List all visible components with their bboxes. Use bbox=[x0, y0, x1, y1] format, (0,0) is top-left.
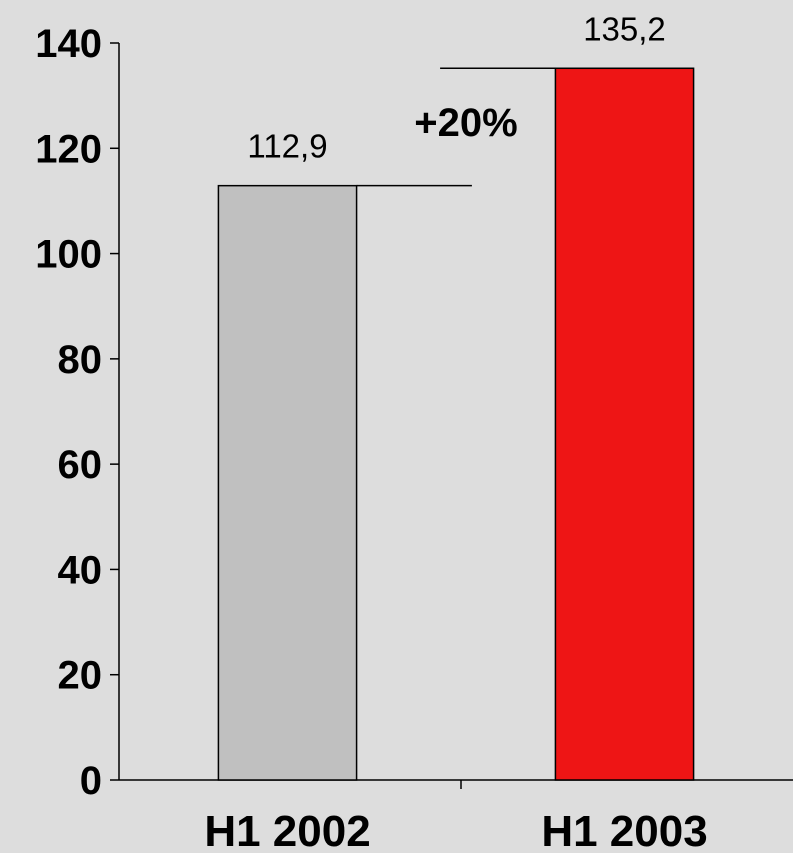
y-tick-label: 40 bbox=[58, 548, 103, 592]
y-axis-ticks: 0 20 40 60 80 100 120 140 bbox=[35, 22, 119, 803]
y-tick-label: 20 bbox=[58, 654, 103, 698]
y-tick-label: 60 bbox=[58, 443, 103, 487]
x-tick-label: H1 2003 bbox=[541, 807, 707, 853]
bar-value-label: 135,2 bbox=[583, 10, 666, 47]
bar-2 bbox=[554, 67, 695, 781]
reference-lines bbox=[356, 67, 556, 187]
y-tick-label: 100 bbox=[35, 233, 102, 277]
growth-annotation: +20% bbox=[414, 101, 517, 145]
bars: 112,9 H1 2002 135,2 H1 2003 bbox=[204, 10, 707, 853]
y-tick-label: 140 bbox=[35, 22, 102, 66]
y-tick-label: 120 bbox=[35, 127, 102, 171]
bar-value-label: 112,9 bbox=[247, 128, 327, 165]
x-tick-label: H1 2002 bbox=[204, 807, 370, 853]
bar-1 bbox=[217, 184, 358, 781]
y-tick-label: 80 bbox=[58, 338, 103, 382]
y-tick-label: 0 bbox=[80, 759, 102, 803]
